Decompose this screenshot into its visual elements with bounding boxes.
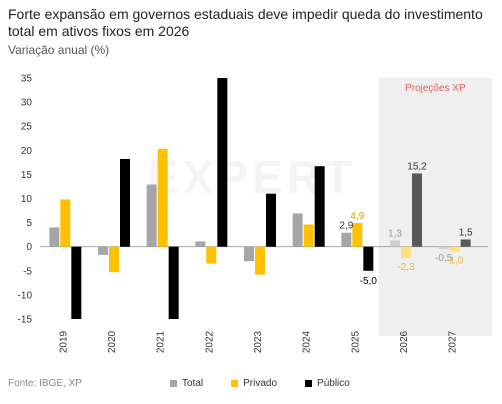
bar-privado-2025 [352,223,363,247]
bar-publico-2025 [363,246,374,271]
chart-title: Forte expansão em governos estaduais dev… [8,6,483,39]
legend-swatch-total [170,380,177,387]
data-label-total-2025: 2,9 [339,221,353,232]
y-tick-label: 25 [21,122,33,133]
bar-publico-2027 [460,239,471,247]
bar-privado-2022 [206,246,217,264]
legend-item-privado: Privado [231,378,277,389]
legend-item-total: Total [170,378,203,389]
x-tick-label: 2024 [302,330,313,353]
legend-swatch-privado [231,380,239,387]
data-label-total-2026: 1,3 [388,228,402,239]
y-tick-label: 20 [21,146,33,157]
x-tick-label: 2021 [156,330,167,353]
y-tick-label: 0 [26,242,32,253]
x-tick-label: 2023 [253,330,264,353]
legend-swatch-publico [305,380,313,387]
legend-label-total: Total [182,378,204,389]
legend-label-publico: Público [317,378,350,389]
bar-total-2022 [195,241,206,247]
y-tick-label: -15 [18,315,33,326]
data-label-privado-2026: -2,3 [397,262,415,273]
bar-total-2020 [98,246,108,255]
x-tick-label: 2019 [58,330,69,353]
bar-total-2025 [341,232,352,247]
bar-privado-2023 [255,246,265,275]
legend: Total Privado Público [170,378,350,389]
x-tick-label: 2025 [350,330,361,353]
bar-publico-2026 [412,173,422,247]
legend-item-publico: Público [305,378,350,389]
source-note: Fonte: IBGE, XP [8,378,82,389]
data-label-publico-2027: 1,5 [459,227,473,238]
bar-publico-2019 [71,246,82,319]
bar-privado-2024 [303,224,314,247]
y-tick-label: 15 [21,170,33,181]
x-tick-label: 2027 [448,330,459,353]
bar-publico-2024 [314,166,325,247]
data-label-publico-2025: -5,0 [360,276,378,287]
y-tick-label: 5 [26,218,32,229]
projection-band [378,78,492,336]
bar-privado-2020 [109,246,119,273]
bar-total-2024 [292,213,303,247]
bar-publico-2021 [168,246,179,319]
chart-subtitle: Variação anual (%) [8,43,110,57]
x-tick-label: 2020 [107,330,118,353]
bar-publico-2020 [120,158,130,247]
bar-total-2026 [390,240,400,247]
y-tick-label: -10 [18,290,33,301]
bar-total-2021 [146,184,157,247]
bar-privado-2021 [157,148,168,247]
legend-label-privado: Privado [243,378,278,389]
y-tick-label: 10 [21,194,33,205]
data-label-publico-2026: 15,2 [407,161,427,172]
data-label-privado-2027: -1,0 [446,256,464,267]
data-label-total-2027: -0,5 [435,253,453,264]
x-tick-label: 2026 [399,330,410,353]
x-tick-label: 2022 [204,330,215,353]
y-tick-label: -5 [23,266,32,277]
y-tick-label: 35 [21,74,33,85]
bar-total-2027 [438,246,449,250]
bar-total-2019 [49,227,60,247]
bar-privado-2019 [60,199,71,247]
bar-total-2023 [244,246,254,262]
bar-privado-2026 [401,246,411,258]
data-label-privado-2025: 4,9 [350,211,364,222]
projection-label: Projeções XP [405,83,466,94]
bar-privado-2027 [449,246,460,252]
bar-publico-2023 [266,193,276,247]
bar-publico-2022 [217,78,228,247]
y-tick-label: 30 [21,98,33,109]
